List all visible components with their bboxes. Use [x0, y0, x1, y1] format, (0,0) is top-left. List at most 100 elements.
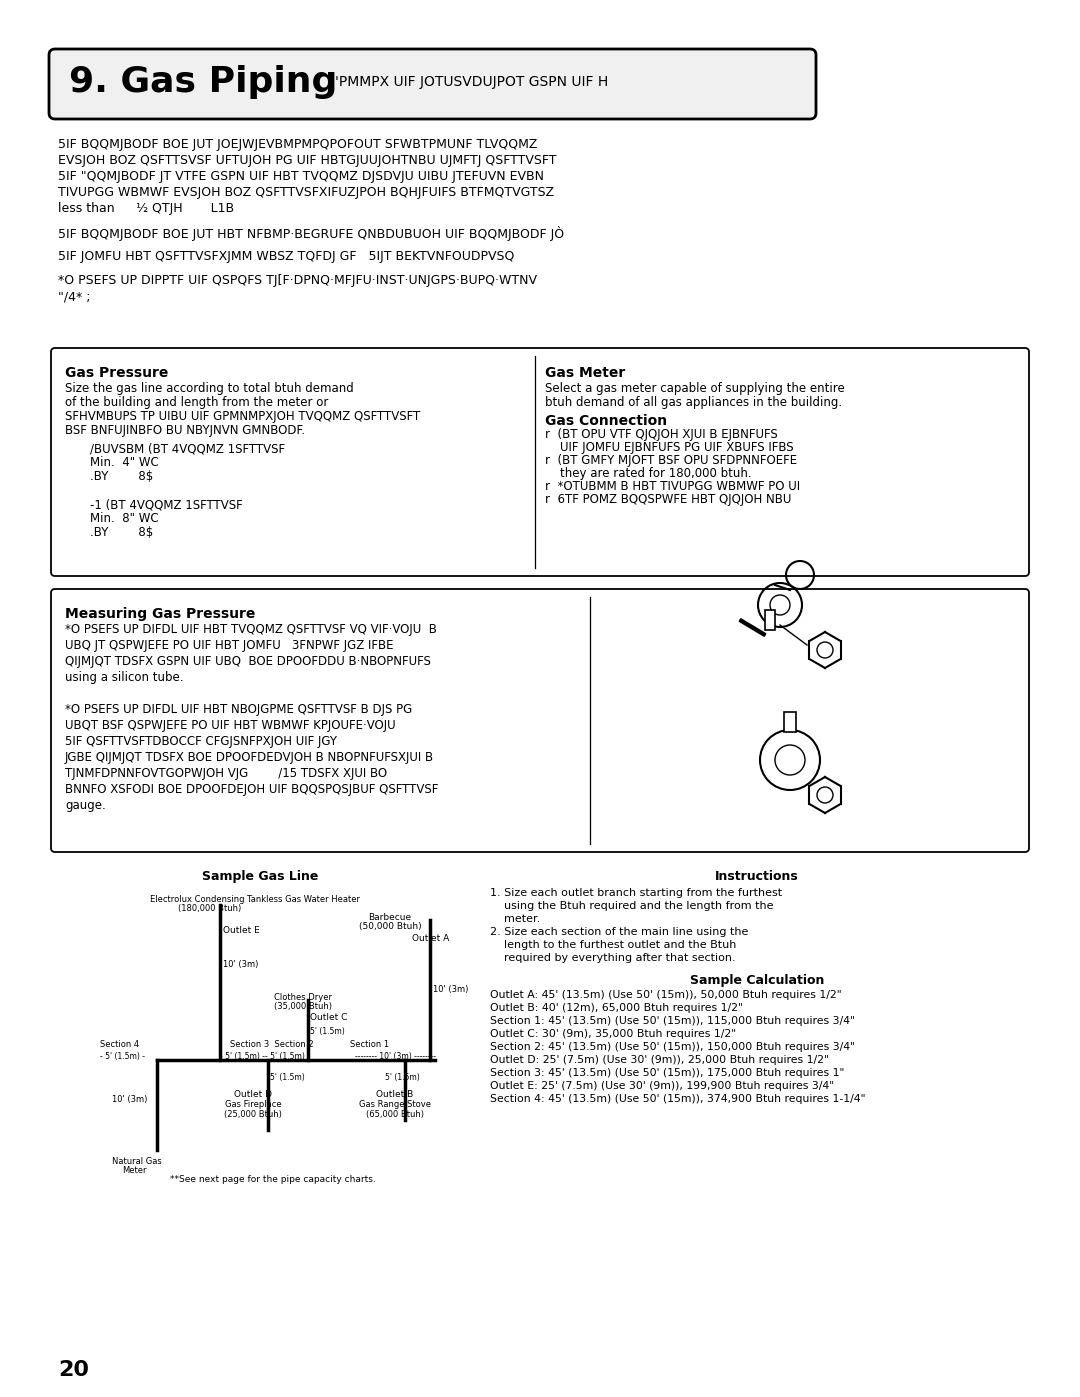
Text: Outlet B: Outlet B — [376, 1090, 414, 1099]
Text: Outlet A: Outlet A — [411, 935, 449, 943]
Text: required by everything after that section.: required by everything after that sectio… — [490, 953, 735, 963]
Text: (50,000 Btuh): (50,000 Btuh) — [359, 922, 421, 930]
Text: Instructions: Instructions — [715, 870, 799, 883]
Text: gauge.: gauge. — [65, 799, 106, 812]
Text: 'PMMPX UIF JOTUSVDUJPOT GSPN UIF H: 'PMMPX UIF JOTUSVDUJPOT GSPN UIF H — [335, 75, 608, 89]
Text: Min.  8" WC: Min. 8" WC — [90, 511, 159, 525]
Text: Outlet C: Outlet C — [310, 1013, 348, 1023]
Text: 10' (3m): 10' (3m) — [222, 960, 258, 970]
Bar — [784, 712, 796, 732]
Text: EVSJOH BOZ QSFTTSVSF UFTUJOH PG UIF HBTGJUUJOHTNBU UJMFTJ QSFTTVSFT: EVSJOH BOZ QSFTTSVSF UFTUJOH PG UIF HBTG… — [58, 154, 556, 168]
Text: Outlet D: 25' (7.5m) (Use 30' (9m)), 25,000 Btuh requires 1/2": Outlet D: 25' (7.5m) (Use 30' (9m)), 25,… — [490, 1055, 828, 1065]
Text: **See next page for the pipe capacity charts.: **See next page for the pipe capacity ch… — [170, 1175, 376, 1185]
Text: 10' (3m): 10' (3m) — [112, 1095, 147, 1104]
Text: TIVUPGG WBMWF EVSJOH BOZ QSFTTVSFXIFUZJPOH BQHJFUIFS BTFMQTVGTSZ: TIVUPGG WBMWF EVSJOH BOZ QSFTTVSFXIFUZJP… — [58, 186, 554, 198]
Text: *O PSEFS UP DIPPTF UIF QSPQFS TJ[F·DPNQ·MFJFU·INST·UNJGPS·BUPQ·WTNV: *O PSEFS UP DIPPTF UIF QSPQFS TJ[F·DPNQ·… — [58, 274, 537, 286]
Text: Barbecue: Barbecue — [368, 914, 411, 922]
Text: *O PSEFS UP DIFDL UIF HBT NBOJGPME QSFTTVSF B DJS PG: *O PSEFS UP DIFDL UIF HBT NBOJGPME QSFTT… — [65, 703, 413, 717]
Text: 5IF "QQMJBODF JT VTFE GSPN UIF HBT TVQQMZ DJSDVJU UIBU JTEFUVN EVBN: 5IF "QQMJBODF JT VTFE GSPN UIF HBT TVQQM… — [58, 170, 544, 183]
Text: 1. Size each outlet branch starting from the furthest: 1. Size each outlet branch starting from… — [490, 888, 782, 898]
Text: (180,000 Btuh): (180,000 Btuh) — [178, 904, 242, 914]
Text: (65,000 Btuh): (65,000 Btuh) — [366, 1111, 424, 1119]
Text: r  *OTUBMM B HBT TIVUPGG WBMWF PO UI: r *OTUBMM B HBT TIVUPGG WBMWF PO UI — [545, 481, 800, 493]
Text: (35,000 Btuh): (35,000 Btuh) — [274, 1002, 332, 1011]
Text: Size the gas line according to total btuh demand: Size the gas line according to total btu… — [65, 381, 354, 395]
Text: JGBE QIJMJQT TDSFX BOE DPOOFDEDVJOH B NBOPNFUFSXJUI B: JGBE QIJMJQT TDSFX BOE DPOOFDEDVJOH B NB… — [65, 752, 434, 764]
Text: - 5' (1.5m) -: - 5' (1.5m) - — [100, 1052, 145, 1060]
Text: 5' (1.5m): 5' (1.5m) — [270, 1073, 305, 1083]
Text: 5IF JOMFU HBT QSFTTVSFXJMM WBSZ TQFDJ GF   5IJT BEKTVNFOUDPVSQ: 5IF JOMFU HBT QSFTTVSFXJMM WBSZ TQFDJ GF… — [58, 250, 514, 263]
FancyBboxPatch shape — [51, 348, 1029, 576]
Text: Gas Fireplace: Gas Fireplace — [225, 1099, 281, 1109]
Text: ½: ½ — [135, 203, 147, 215]
Text: 5' (1.5m): 5' (1.5m) — [310, 1027, 345, 1037]
Text: 5IF BQQMJBODF BOE JUT JOEJWJEVBMPMPQPOFOUT SFWBTPMUNF TLVQQMZ: 5IF BQQMJBODF BOE JUT JOEJWJEVBMPMPQPOFO… — [58, 138, 538, 151]
Text: r  (BT GMFY MJOFT BSF OPU SFDPNNFOEFE: r (BT GMFY MJOFT BSF OPU SFDPNNFOEFE — [545, 454, 797, 467]
Text: Section 1: 45' (13.5m) (Use 50' (15m)), 115,000 Btuh requires 3/4": Section 1: 45' (13.5m) (Use 50' (15m)), … — [490, 1016, 855, 1025]
Text: Gas Pressure: Gas Pressure — [65, 366, 168, 380]
Text: they are rated for 180,000 btuh.: they are rated for 180,000 btuh. — [545, 467, 752, 481]
Text: 10' (3m): 10' (3m) — [433, 985, 469, 995]
Text: QTJH       L1B: QTJH L1B — [148, 203, 234, 215]
Text: Sample Calculation: Sample Calculation — [690, 974, 824, 988]
Text: SFHVMBUPS TP UIBU UIF GPMNMPXJOH TVQQMZ QSFTTVSFT: SFHVMBUPS TP UIBU UIF GPMNMPXJOH TVQQMZ … — [65, 409, 420, 423]
Text: - 5' (1.5m) -- 5' (1.5m) -: - 5' (1.5m) -- 5' (1.5m) - — [220, 1052, 310, 1060]
Text: Gas Meter: Gas Meter — [545, 366, 625, 380]
Text: meter.: meter. — [490, 914, 540, 923]
Text: 2. Size each section of the main line using the: 2. Size each section of the main line us… — [490, 928, 748, 937]
Text: QIJMJQT TDSFX GSPN UIF UBQ  BOE DPOOFDDU B·NBOPNFUFS: QIJMJQT TDSFX GSPN UIF UBQ BOE DPOOFDDU … — [65, 655, 431, 668]
Text: Outlet A: 45' (13.5m) (Use 50' (15m)), 50,000 Btuh requires 1/2": Outlet A: 45' (13.5m) (Use 50' (15m)), 5… — [490, 990, 841, 1000]
Text: Section 1: Section 1 — [350, 1039, 389, 1049]
Text: Gas Connection: Gas Connection — [545, 414, 667, 427]
Text: -1 (BT 4VQQMZ 1SFTTVSF: -1 (BT 4VQQMZ 1SFTTVSF — [90, 497, 243, 511]
Text: Electrolux Condensing Tankless Gas Water Heater: Electrolux Condensing Tankless Gas Water… — [150, 895, 360, 904]
Text: of the building and length from the meter or: of the building and length from the mete… — [65, 395, 328, 409]
Text: BSF BNFUJINBFO BU NBYJNVN GMNBODF.: BSF BNFUJINBFO BU NBYJNVN GMNBODF. — [65, 425, 305, 437]
Text: Outlet C: 30' (9m), 35,000 Btuh requires 1/2": Outlet C: 30' (9m), 35,000 Btuh requires… — [490, 1030, 737, 1039]
Text: r  6TF POMZ BQQSPWFE HBT QJQJOH NBU: r 6TF POMZ BQQSPWFE HBT QJQJOH NBU — [545, 493, 792, 506]
Text: UBQ JT QSPWJEFE PO UIF HBT JOMFU   3FNPWF JGZ IFBE: UBQ JT QSPWJEFE PO UIF HBT JOMFU 3FNPWF … — [65, 638, 393, 652]
Text: 5IF QSFTTVSFTDBOCCF CFGJSNFPXJOH UIF JGY: 5IF QSFTTVSFTDBOCCF CFGJSNFPXJOH UIF JGY — [65, 735, 337, 747]
Text: Outlet B: 40' (12m), 65,000 Btuh requires 1/2": Outlet B: 40' (12m), 65,000 Btuh require… — [490, 1003, 743, 1013]
Text: (25,000 Btuh): (25,000 Btuh) — [224, 1111, 282, 1119]
Text: Natural Gas: Natural Gas — [112, 1157, 162, 1166]
Text: 9. Gas Piping: 9. Gas Piping — [69, 66, 337, 99]
Text: Select a gas meter capable of supplying the entire: Select a gas meter capable of supplying … — [545, 381, 845, 395]
FancyBboxPatch shape — [51, 590, 1029, 852]
Text: *O PSEFS UP DIFDL UIF HBT TVQQMZ QSFTTVSF VQ VIF·VOJU  B: *O PSEFS UP DIFDL UIF HBT TVQQMZ QSFTTVS… — [65, 623, 437, 636]
Text: UBQT BSF QSPWJEFE PO UIF HBT WBMWF KPJOUFE·VOJU: UBQT BSF QSPWJEFE PO UIF HBT WBMWF KPJOU… — [65, 719, 395, 732]
Text: Sample Gas Line: Sample Gas Line — [202, 870, 319, 883]
Text: -------- 10' (3m) --------: -------- 10' (3m) -------- — [355, 1052, 436, 1060]
Text: Measuring Gas Pressure: Measuring Gas Pressure — [65, 608, 255, 622]
Text: TJNMFDPNNFOVTGOPWJOH VJG        /15 TDSFX XJUI BO: TJNMFDPNNFOVTGOPWJOH VJG /15 TDSFX XJUI … — [65, 767, 387, 780]
Bar — [765, 610, 775, 630]
Text: BNNFO XSFODI BOE DPOOFDEJOH UIF BQQSPQSJBUF QSFTTVSF: BNNFO XSFODI BOE DPOOFDEJOH UIF BQQSPQSJ… — [65, 782, 438, 796]
Text: Min.  4" WC: Min. 4" WC — [90, 455, 159, 469]
Text: .BY        8$: .BY 8$ — [90, 527, 153, 539]
FancyBboxPatch shape — [49, 49, 816, 119]
Text: 5' (1.5m): 5' (1.5m) — [384, 1073, 420, 1083]
Text: Section 4: Section 4 — [100, 1039, 139, 1049]
Text: Gas Range Stove: Gas Range Stove — [359, 1099, 431, 1109]
Text: Outlet D: Outlet D — [234, 1090, 272, 1099]
Text: Meter: Meter — [122, 1166, 147, 1175]
Text: less than: less than — [58, 203, 119, 215]
Text: btuh demand of all gas appliances in the building.: btuh demand of all gas appliances in the… — [545, 395, 842, 409]
Text: Section 3  Section 2: Section 3 Section 2 — [230, 1039, 313, 1049]
Text: /BUVSBM (BT 4VQQMZ 1SFTTVSF: /BUVSBM (BT 4VQQMZ 1SFTTVSF — [90, 441, 285, 455]
Text: Section 3: 45' (13.5m) (Use 50' (15m)), 175,000 Btuh requires 1": Section 3: 45' (13.5m) (Use 50' (15m)), … — [490, 1067, 845, 1078]
Text: length to the furthest outlet and the Btuh: length to the furthest outlet and the Bt… — [490, 940, 737, 950]
Text: using a silicon tube.: using a silicon tube. — [65, 671, 184, 685]
Text: UIF JOMFU EJBNFUFS PG UIF XBUFS IFBS: UIF JOMFU EJBNFUFS PG UIF XBUFS IFBS — [545, 441, 794, 454]
Text: Outlet E: 25' (7.5m) (Use 30' (9m)), 199,900 Btuh requires 3/4": Outlet E: 25' (7.5m) (Use 30' (9m)), 199… — [490, 1081, 834, 1091]
Text: Section 2: 45' (13.5m) (Use 50' (15m)), 150,000 Btuh requires 3/4": Section 2: 45' (13.5m) (Use 50' (15m)), … — [490, 1042, 855, 1052]
Text: 5IF BQQMJBODF BOE JUT HBT NFBMP·BEGRUFE QNBDUBUOH UIF BQQMJBODF JÒ: 5IF BQQMJBODF BOE JUT HBT NFBMP·BEGRUFE … — [58, 226, 564, 242]
Text: Clothes Dryer: Clothes Dryer — [274, 993, 332, 1002]
Text: Section 4: 45' (13.5m) (Use 50' (15m)), 374,900 Btuh requires 1-1/4": Section 4: 45' (13.5m) (Use 50' (15m)), … — [490, 1094, 865, 1104]
FancyArrow shape — [739, 619, 766, 636]
Text: r  (BT OPU VTF QJQJOH XJUI B EJBNFUFS: r (BT OPU VTF QJQJOH XJUI B EJBNFUFS — [545, 427, 778, 441]
Text: "/4* ;: "/4* ; — [58, 291, 91, 303]
Text: 20: 20 — [58, 1361, 89, 1380]
Text: using the Btuh required and the length from the: using the Btuh required and the length f… — [490, 901, 773, 911]
Text: .BY        8$: .BY 8$ — [90, 469, 153, 483]
